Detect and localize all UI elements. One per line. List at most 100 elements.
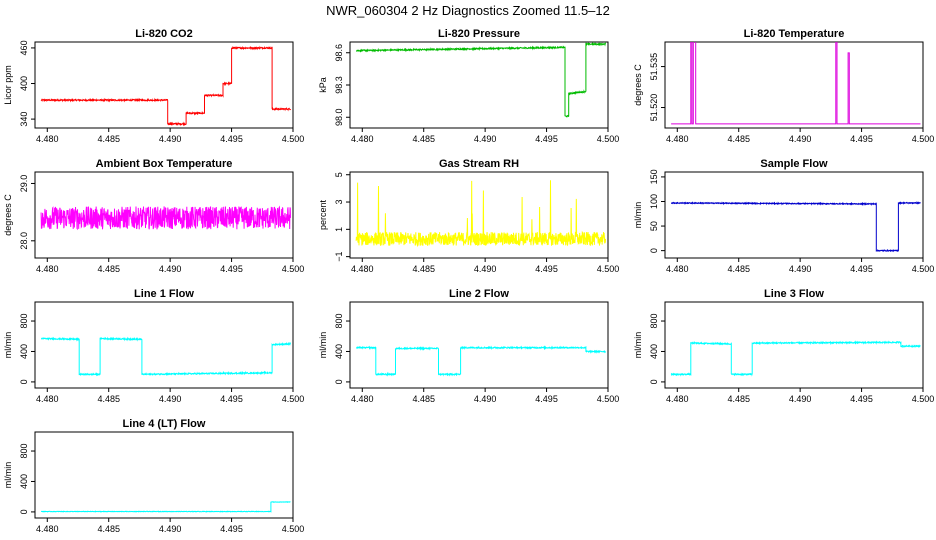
data-series-line bbox=[355, 180, 606, 248]
y-tick-label: 29.0 bbox=[19, 175, 29, 193]
y-tick-label: 460 bbox=[19, 40, 29, 55]
x-tick-label: 4.495 bbox=[220, 264, 243, 274]
panel-2: Li-820 Pressure kPa 4.480 4.485 4.490 4.495 4.… bbox=[318, 28, 619, 144]
y-tick-label: 0 bbox=[649, 248, 659, 253]
plot-frame bbox=[349, 171, 609, 259]
y-tick-label: 0 bbox=[19, 379, 29, 384]
x-tick-label: 4.490 bbox=[159, 264, 182, 274]
panel-6: Sample Flow ml/min 4.480 4.485 4.490 4.495 4.5… bbox=[633, 158, 934, 274]
x-tick-label: 4.490 bbox=[474, 134, 497, 144]
x-tick-label: 4.485 bbox=[97, 134, 120, 144]
x-tick-label: 4.490 bbox=[789, 134, 812, 144]
y-axis-label: degrees C bbox=[633, 64, 643, 106]
y-axis-label: ml/min bbox=[633, 332, 643, 359]
data-series-line bbox=[40, 45, 291, 127]
panel-title: Ambient Box Temperature bbox=[96, 158, 233, 170]
y-axis-label: Licor ppm bbox=[3, 65, 13, 105]
panel-title: Li-820 CO2 bbox=[135, 28, 192, 40]
y-tick-label: 400 bbox=[334, 344, 344, 359]
x-tick-label: 4.480 bbox=[351, 394, 374, 404]
x-tick-label: 4.480 bbox=[666, 264, 689, 274]
y-tick-label: 400 bbox=[649, 344, 659, 359]
x-tick-label: 4.495 bbox=[850, 394, 873, 404]
panel-title: Li-820 Pressure bbox=[438, 28, 520, 40]
data-series-line bbox=[40, 500, 291, 513]
data-series-line bbox=[671, 42, 921, 125]
plot-frame bbox=[664, 171, 924, 259]
x-tick-label: 4.485 bbox=[97, 264, 120, 274]
y-axis-label: ml/min bbox=[318, 332, 328, 359]
x-tick-label: 4.485 bbox=[97, 394, 120, 404]
y-tick-label: 5 bbox=[334, 172, 344, 177]
x-tick-label: 4.490 bbox=[159, 134, 182, 144]
y-axis-label: degrees C bbox=[3, 194, 13, 236]
y-tick-label: 3 bbox=[334, 200, 344, 205]
x-tick-label: 4.485 bbox=[727, 264, 750, 274]
y-axis-label: ml/min bbox=[3, 332, 13, 359]
plot-frame bbox=[664, 41, 924, 129]
y-tick-label: 800 bbox=[19, 314, 29, 329]
x-tick-label: 4.480 bbox=[36, 134, 59, 144]
x-tick-label: 4.495 bbox=[220, 524, 243, 534]
y-tick-label: 1 bbox=[334, 227, 344, 232]
data-series-line bbox=[670, 340, 921, 377]
panel-title: Gas Stream RH bbox=[439, 158, 519, 170]
x-tick-label: 4.485 bbox=[412, 264, 435, 274]
x-tick-label: 4.490 bbox=[159, 394, 182, 404]
panel-title: Line 2 Flow bbox=[449, 288, 509, 300]
x-tick-label: 4.500 bbox=[282, 394, 305, 404]
y-tick-label: 400 bbox=[19, 474, 29, 489]
panel-3: Li-820 Temperature degrees C 4.480 4.485 4.4… bbox=[633, 28, 934, 144]
y-tick-label: 51.520 bbox=[649, 94, 659, 122]
x-tick-label: 4.485 bbox=[412, 394, 435, 404]
y-tick-label: 150 bbox=[649, 169, 659, 184]
x-tick-label: 4.500 bbox=[282, 524, 305, 534]
x-tick-label: 4.480 bbox=[351, 134, 374, 144]
y-tick-label: 400 bbox=[19, 344, 29, 359]
plot-frame bbox=[34, 171, 294, 259]
y-tick-label: 400 bbox=[19, 76, 29, 91]
y-tick-label: 340 bbox=[19, 112, 29, 127]
x-tick-label: 4.500 bbox=[282, 264, 305, 274]
x-tick-label: 4.480 bbox=[36, 264, 59, 274]
x-tick-label: 4.500 bbox=[597, 394, 620, 404]
y-tick-label: 51.535 bbox=[649, 53, 659, 81]
y-tick-label: 800 bbox=[649, 314, 659, 329]
x-tick-label: 4.495 bbox=[535, 134, 558, 144]
x-tick-label: 4.495 bbox=[220, 134, 243, 144]
y-tick-label: 800 bbox=[19, 444, 29, 459]
plot-frame bbox=[34, 41, 294, 129]
x-tick-label: 4.480 bbox=[36, 524, 59, 534]
plot-frame bbox=[34, 431, 294, 519]
x-tick-label: 4.480 bbox=[36, 394, 59, 404]
y-tick-label: 0 bbox=[334, 379, 344, 384]
panel-1: Li-820 CO2 Licor ppm 4.480 4.485 4.490 4.495 4… bbox=[3, 28, 304, 144]
data-series-line bbox=[355, 345, 606, 377]
x-tick-label: 4.485 bbox=[97, 524, 120, 534]
y-axis-label: ml/min bbox=[633, 202, 643, 229]
x-tick-label: 4.500 bbox=[912, 394, 935, 404]
x-tick-label: 4.495 bbox=[535, 394, 558, 404]
panel-5: Gas Stream RH percent 4.480 4.485 4.490 4.495… bbox=[318, 158, 619, 274]
x-tick-label: 4.500 bbox=[597, 134, 620, 144]
x-tick-label: 4.495 bbox=[850, 134, 873, 144]
plot-frame bbox=[664, 301, 924, 389]
x-tick-label: 4.500 bbox=[912, 264, 935, 274]
panel-title: Sample Flow bbox=[760, 158, 828, 170]
y-axis-label: kPa bbox=[318, 77, 328, 93]
data-series-line bbox=[356, 42, 606, 118]
plot-frame bbox=[349, 301, 609, 389]
panel-title: Li-820 Temperature bbox=[744, 28, 845, 40]
y-tick-label: 0 bbox=[19, 509, 29, 514]
x-tick-label: 4.490 bbox=[474, 394, 497, 404]
x-tick-label: 4.480 bbox=[351, 264, 374, 274]
x-tick-label: 4.500 bbox=[282, 134, 305, 144]
x-tick-label: 4.495 bbox=[850, 264, 873, 274]
y-tick-label: 28.0 bbox=[19, 232, 29, 250]
x-tick-label: 4.485 bbox=[727, 134, 750, 144]
y-tick-label: 98.6 bbox=[334, 44, 344, 62]
x-tick-label: 4.485 bbox=[412, 134, 435, 144]
data-series-line bbox=[670, 201, 921, 253]
x-tick-label: 4.500 bbox=[912, 134, 935, 144]
